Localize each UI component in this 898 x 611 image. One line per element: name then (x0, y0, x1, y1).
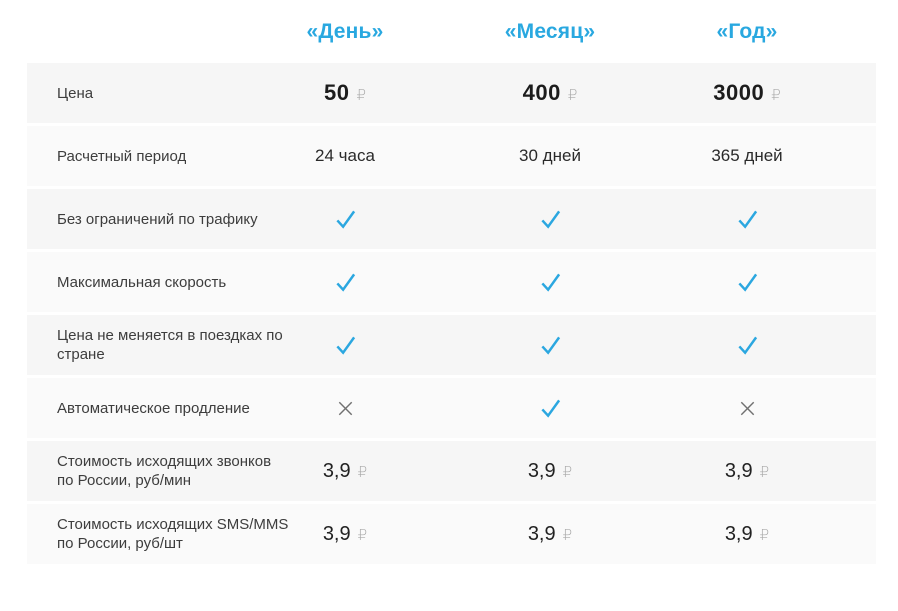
value-amount: 3,9 (322, 459, 351, 482)
value-amount: 3,9 (322, 522, 351, 545)
check-icon (334, 334, 357, 357)
check-icon (334, 208, 357, 231)
row-cell (400, 271, 700, 294)
tariff-comparison-table: «День» «Месяц» «Год» Цена 50 ₽ 400 ₽ 3000 ₽… (27, 0, 876, 567)
value-text: 365 дней (711, 146, 783, 165)
check-icon (539, 397, 562, 420)
row-label: Расчетный период (57, 147, 187, 165)
row-label: Стоимость исходящих звонков по России, р… (57, 453, 272, 489)
table-row: Стоимость исходящих звонков по России, р… (27, 441, 876, 501)
check-icon (736, 271, 759, 294)
row-cell (290, 334, 400, 357)
check-icon (736, 208, 759, 231)
row-cell (400, 208, 700, 231)
row-cell (290, 398, 400, 419)
ruble-sign: ₽ (759, 525, 770, 544)
plan-column-month[interactable]: «Месяц» (504, 19, 596, 43)
row-label: Цена (57, 84, 94, 102)
value-text: 30 дней (519, 146, 581, 165)
table-row: Цена не меняется в поездках по стране (27, 315, 876, 375)
value-text: 24 часа (315, 146, 375, 165)
value-amount: 3,9 (527, 459, 556, 482)
check-icon (539, 334, 562, 357)
table-row: Максимальная скорость (27, 252, 876, 312)
row-cell: 3,9 ₽ (290, 460, 400, 483)
check-icon (539, 271, 562, 294)
row-cell: 3,9 ₽ (700, 460, 794, 483)
row-cell: 30 дней (400, 146, 700, 166)
row-cell: 3,9 ₽ (700, 523, 794, 546)
table-row: Без ограничений по трафику (27, 189, 876, 249)
row-cell: 50 ₽ (290, 80, 400, 106)
ruble-sign: ₽ (771, 86, 781, 104)
plans-table-body: Цена 50 ₽ 400 ₽ 3000 ₽ Расчетный период 24 … (27, 63, 876, 564)
ruble-sign: ₽ (567, 86, 578, 104)
row-cell (400, 397, 700, 420)
ruble-sign: ₽ (759, 462, 770, 481)
value-amount: 3,9 (527, 522, 556, 545)
ruble-sign: ₽ (357, 462, 368, 481)
value-amount: 50 (323, 80, 350, 105)
row-cell: 400 ₽ (400, 80, 700, 106)
plan-header-row: «День» «Месяц» «Год» (27, 0, 876, 63)
row-cell (400, 334, 700, 357)
row-cell (290, 271, 400, 294)
check-icon (736, 334, 759, 357)
value-amount: 3,9 (724, 522, 753, 545)
row-label: Автоматическое продление (57, 399, 250, 417)
ruble-sign: ₽ (356, 86, 367, 104)
row-cell (700, 208, 794, 231)
ruble-sign: ₽ (357, 525, 368, 544)
check-icon (539, 208, 562, 231)
row-label: Стоимость исходящих SMS/MMS по России, р… (57, 516, 289, 552)
row-cell: 3,9 ₽ (400, 523, 700, 546)
table-row: Автоматическое продление (27, 378, 876, 438)
plan-column-day[interactable]: «День» (306, 19, 384, 43)
row-cell (290, 208, 400, 231)
table-row: Цена 50 ₽ 400 ₽ 3000 ₽ (27, 63, 876, 123)
row-cell: 3000 ₽ (700, 80, 794, 106)
row-cell: 3,9 ₽ (290, 523, 400, 546)
cross-icon (737, 398, 758, 419)
value-amount: 3,9 (724, 459, 753, 482)
ruble-sign: ₽ (562, 462, 573, 481)
plan-column-year[interactable]: «Год» (716, 19, 778, 43)
row-cell: 365 дней (700, 146, 794, 166)
row-label: Цена не меняется в поездках по стране (57, 327, 283, 363)
row-cell (700, 334, 794, 357)
ruble-sign: ₽ (562, 525, 573, 544)
value-amount: 3000 (713, 80, 765, 105)
row-cell (700, 271, 794, 294)
row-cell: 3,9 ₽ (400, 460, 700, 483)
check-icon (334, 271, 357, 294)
row-cell: 24 часа (290, 146, 400, 166)
table-row: Расчетный период 24 часа 30 дней 365 дне… (27, 126, 876, 186)
row-cell (700, 398, 794, 419)
table-row: Стоимость исходящих SMS/MMS по России, р… (27, 504, 876, 564)
value-amount: 400 (522, 80, 561, 105)
row-label: Максимальная скорость (57, 273, 227, 291)
row-label: Без ограничений по трафику (57, 210, 258, 228)
cross-icon (335, 398, 356, 419)
